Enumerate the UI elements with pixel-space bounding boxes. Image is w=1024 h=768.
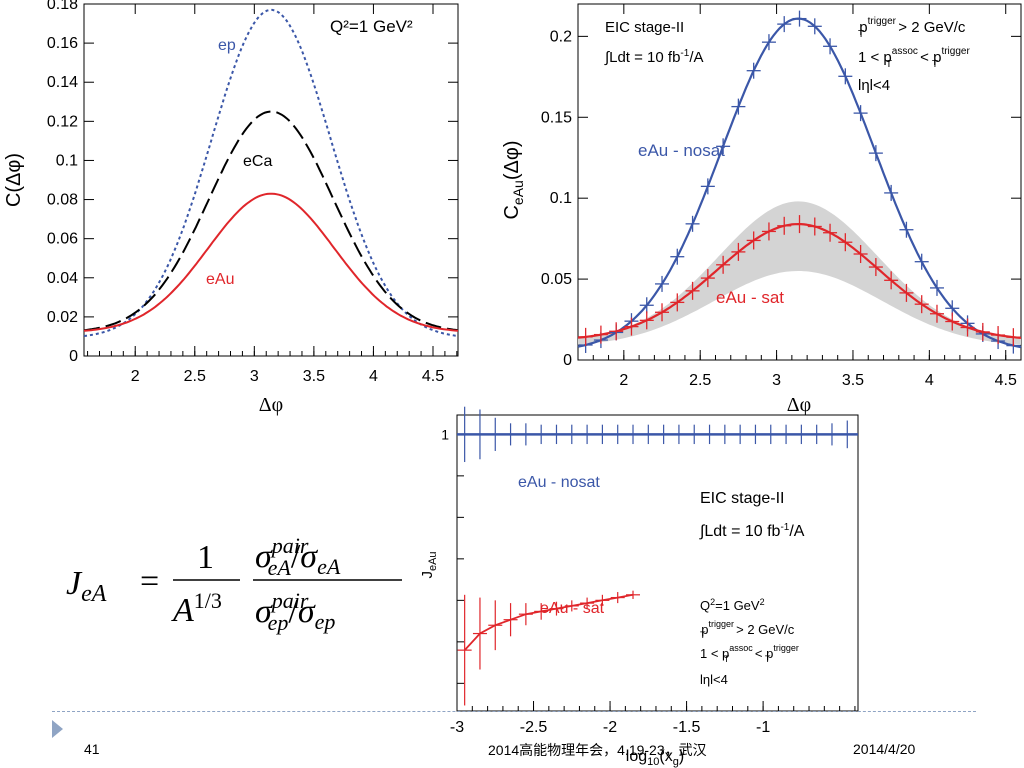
y-axis-label: C(Δφ) [3, 153, 25, 207]
annotation-stage: EIC stage-II [700, 490, 784, 507]
formula-lhs: JeA [66, 565, 107, 607]
x-tick-label: 2 [619, 372, 628, 389]
x-tick-label: 2.5 [184, 368, 206, 385]
annotation-cut-assoc: 1 < passoc T < ptrigger T [700, 643, 799, 664]
formula-one: 1 [197, 539, 214, 576]
x-tick-label: 3.5 [303, 368, 325, 385]
formula-denominator: A1/3 [171, 588, 222, 629]
annotation-block: EIC stage-II ∫Ldt = 10 fb-1/A ptrigger T … [604, 16, 970, 94]
y-axis-label: CeAu(Δφ) [501, 140, 526, 219]
annotation-block: EIC stage-II ∫Ldt = 10 fb-1/A Q2=1 GeV2 … [699, 490, 805, 687]
y-tick-label: 0.05 [541, 271, 572, 288]
x-tick-label: -1 [756, 719, 770, 736]
series-line-ep [83, 8, 459, 337]
y-tick-label: 0.1 [550, 190, 572, 207]
chart-title-q2: Q²=1 GeV² [330, 17, 413, 36]
x-tick-label: -2 [603, 719, 617, 736]
x-tick-label: -3 [450, 719, 464, 736]
y-tick-label: 0 [69, 348, 78, 365]
annotation-cut-eta: lηl<4 [858, 77, 890, 94]
slide-arrow-icon [52, 720, 63, 738]
sat-uncertainty-band [578, 201, 1021, 345]
x-tick-label: 4 [369, 368, 378, 385]
annotation-cut-trigger: ptrigger T > 2 GeV/c [700, 619, 795, 640]
annotation-q2: Q2=1 GeV2 [700, 597, 765, 613]
y-tick-label: 0.14 [47, 74, 78, 91]
x-tick-label: 4.5 [422, 368, 444, 385]
x-tick-label: 4.5 [995, 372, 1017, 389]
y-tick-label: 0.16 [47, 35, 78, 52]
footer-divider [52, 711, 976, 712]
x-tick-label: -1.5 [673, 719, 701, 736]
x-axis-label: log10(xg) [626, 748, 684, 768]
y-tick-label: 0.18 [47, 0, 78, 13]
footer-conference: 2014高能物理年会，4.19-23，武汉 [488, 742, 707, 758]
y-tick-label: 0.08 [47, 192, 78, 209]
annotation-cut-assoc: 1 < passoc T < ptrigger T [858, 46, 970, 70]
x-tick-label: 2 [131, 368, 140, 385]
y-tick-label: 0.02 [47, 309, 78, 326]
series-line-eau [83, 192, 459, 332]
formula-equals: = [140, 563, 159, 600]
y-tick-label: 0.04 [47, 270, 78, 287]
x-tick-label: 2.5 [689, 372, 711, 389]
series-label-sat: eAu - sat [540, 600, 605, 617]
x-tick-label: -2.5 [520, 719, 548, 736]
y-tick-label: 1 [441, 426, 449, 442]
x-axis-label: Δφ [787, 394, 811, 416]
annotation-stage: EIC stage-II [605, 19, 684, 36]
series-label-eca: eCa [243, 153, 272, 170]
plot-frame [577, 3, 1022, 361]
series-label-sat: eAu - sat [716, 288, 784, 307]
formula-denominator-ratio: σpair ep/σep [255, 588, 335, 635]
formula-numerator: σpair eA/σeA [255, 533, 341, 580]
series-label-ep: ep [218, 37, 236, 54]
annotation-cut-trigger: ptrigger T > 2 GeV/c [858, 16, 966, 40]
y-tick-label: 0.1 [56, 152, 78, 169]
annotation-lumi: ∫Ldt = 10 fb-1/A [699, 522, 805, 540]
x-tick-label: 3 [250, 368, 259, 385]
annotation-lumi: ∫Ldt = 10 fb-1/A [604, 48, 704, 66]
series-label-nosat: eAu - nosat [638, 141, 725, 160]
y-axis-label: JeAu [419, 551, 439, 578]
x-tick-label: 3.5 [842, 372, 864, 389]
y-tick-label: 0.2 [550, 28, 572, 45]
plot-frame [83, 3, 459, 357]
x-tick-label: 4 [925, 372, 934, 389]
series-line-eca [83, 110, 459, 332]
y-tick-label: 0.15 [541, 109, 572, 126]
x-axis-label: Δφ [259, 394, 283, 416]
y-tick-label: 0.12 [47, 113, 78, 130]
y-tick-label: 0 [563, 352, 572, 369]
series-label-nosat: eAu - nosat [518, 474, 600, 491]
x-tick-label: 3 [772, 372, 781, 389]
annotation-cut-eta: lηl<4 [700, 672, 728, 687]
footer-date: 2014/4/20 [853, 741, 916, 757]
series-label-eau: eAu [206, 271, 234, 288]
slide-number: 41 [84, 741, 100, 757]
y-tick-label: 0.06 [47, 231, 78, 248]
